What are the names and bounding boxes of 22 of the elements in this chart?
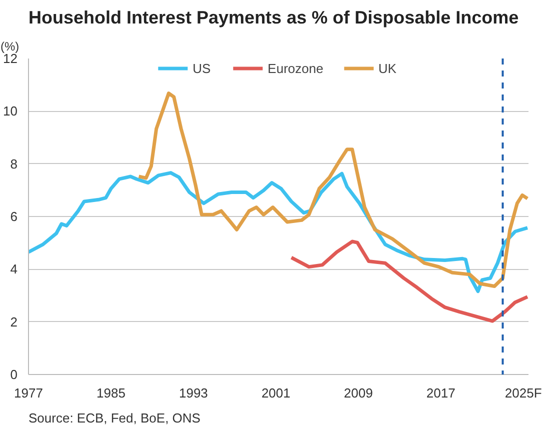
y-axis-title: (%)	[0, 40, 20, 54]
x-tick-label: 1993	[178, 386, 208, 400]
x-tick-label: 2001	[261, 386, 290, 400]
y-tick-label: 8	[10, 156, 18, 172]
x-tick-label: 2017	[426, 386, 456, 400]
line-series	[290, 240, 528, 323]
y-tick-label: 4	[10, 262, 18, 277]
source-note: Source: ECB, Fed, BoE, ONS	[28, 410, 201, 426]
chart-title: Household Interest Payments as % of Disposable Income	[28, 8, 519, 28]
line-series	[137, 92, 528, 288]
x-tick-label: 1985	[96, 386, 126, 400]
legend-label: Eurozone	[268, 60, 324, 76]
x-tick-label: 2009	[344, 386, 373, 400]
line-series	[28, 171, 528, 294]
y-tick-label: 10	[3, 104, 18, 119]
legend-label: UK	[378, 60, 398, 76]
legend-label: US	[192, 60, 212, 76]
x-tick-label: 2025F	[504, 386, 542, 400]
y-tick-label: 6	[10, 209, 18, 224]
x-tick-label: 1977	[14, 386, 43, 400]
y-tick-label: 0	[10, 367, 18, 382]
y-tick-label: 2	[10, 314, 18, 330]
